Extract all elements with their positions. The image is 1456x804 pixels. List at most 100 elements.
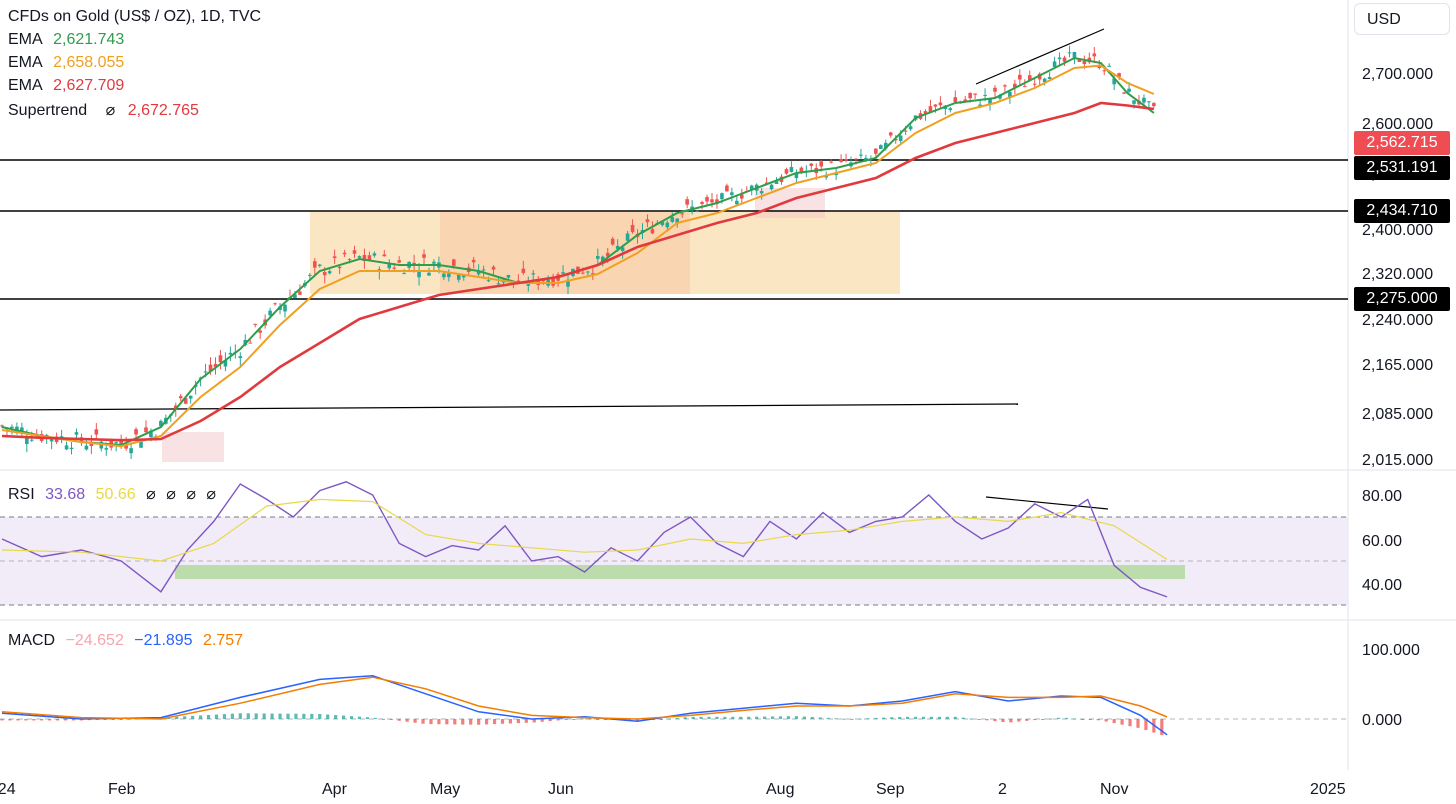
- macd-hist-bar: [1136, 719, 1140, 728]
- candle-body: [481, 269, 486, 271]
- candle-body: [824, 175, 828, 178]
- candle-body: [1032, 83, 1037, 85]
- macd-hist-bar: [302, 713, 306, 719]
- macd-hist-bar: [56, 719, 60, 721]
- macd-legend[interactable]: MACD −24.652 −21.895 2.757: [8, 632, 249, 650]
- candle-body: [720, 193, 724, 200]
- candle-body: [293, 294, 297, 299]
- macd-hist-value: −24.652: [65, 632, 124, 649]
- macd-line: [1, 676, 1168, 720]
- macd-hist-bar: [453, 719, 457, 725]
- time-tick-label: Feb: [108, 781, 136, 798]
- price-axis[interactable]: 2,700.0002,600.0002,500.0002,400.0002,32…: [1362, 66, 1433, 469]
- macd-hist-bar: [334, 715, 338, 719]
- candle-body: [1107, 65, 1111, 67]
- candle-body: [749, 185, 754, 190]
- candle-body: [1067, 52, 1072, 54]
- candle-body: [476, 270, 481, 275]
- macd-hist-bar: [222, 714, 227, 719]
- macd-hist-bar: [588, 718, 592, 720]
- macd-hist-bar: [1017, 719, 1021, 722]
- candle-body: [427, 272, 431, 276]
- rsi-label: RSI: [8, 486, 35, 503]
- level-3-value: 2,275.000: [1366, 290, 1438, 307]
- candle-body: [819, 161, 824, 167]
- candle-body: [561, 272, 565, 274]
- rsi-line: [1, 498, 1168, 562]
- candle-body: [69, 447, 74, 450]
- macd-series-lines: [1, 675, 1168, 736]
- legend-ema-slow[interactable]: EMA 2,627.709: [8, 77, 130, 95]
- candle-body: [382, 254, 387, 257]
- time-tick-label: Jun: [548, 781, 574, 798]
- macd-hist-bar: [1104, 719, 1108, 722]
- legend-supertrend[interactable]: Supertrend ⌀ 2,672.765: [8, 100, 205, 120]
- candle-body: [268, 310, 272, 316]
- range-box-1: [310, 212, 900, 294]
- macd-hist-bar: [405, 719, 409, 722]
- candle-body: [988, 98, 992, 105]
- rsi-series-lines: [1, 481, 1168, 598]
- macd-hist-bar: [63, 719, 68, 721]
- macd-hist-bar: [1072, 718, 1077, 720]
- macd-hist-bar: [715, 716, 719, 719]
- candle-body: [730, 192, 734, 195]
- price-tick-label: 2,400.000: [1362, 222, 1433, 239]
- candle-body: [447, 273, 451, 278]
- candle-body: [645, 219, 650, 223]
- macd-hist-bar: [921, 716, 926, 719]
- candle-body: [586, 271, 590, 273]
- candle-body: [1142, 97, 1146, 103]
- candle-body: [0, 425, 4, 427]
- macd-hist-bar: [929, 716, 934, 719]
- macd-hist-bar: [48, 719, 52, 721]
- candle-body: [357, 256, 362, 258]
- candle-body: [337, 266, 342, 269]
- candle-body: [1003, 85, 1007, 87]
- macd-hist-bar: [1160, 719, 1164, 736]
- macd-hist-bar: [95, 719, 99, 720]
- macd-hist-bar: [977, 719, 981, 720]
- candle-body: [1008, 92, 1012, 98]
- candle-body: [596, 256, 600, 259]
- time-tick-label: 2: [998, 781, 1007, 798]
- price-tick-label: 2,600.000: [1362, 116, 1433, 133]
- macd-hist-bar: [1112, 719, 1116, 724]
- macd-hist-bar: [270, 713, 274, 719]
- macd-hist-bar: [365, 717, 370, 719]
- candle-body: [461, 274, 466, 278]
- rsi-line: [1, 481, 1168, 598]
- candle-body: [422, 254, 426, 258]
- candle-body: [883, 142, 888, 149]
- macd-hist-bar: [397, 719, 401, 721]
- macd-hist-bar: [540, 719, 544, 722]
- candle-body: [452, 259, 456, 266]
- candle-body: [1132, 100, 1136, 104]
- time-tick-label: Aug: [766, 781, 794, 798]
- candle-body: [700, 202, 704, 204]
- legend-ema-mid[interactable]: EMA 2,658.055: [8, 54, 130, 72]
- macd-hist-bar: [516, 719, 520, 724]
- candle-body: [258, 330, 262, 333]
- macd-hist-bar: [492, 719, 497, 725]
- legend-ema-fast[interactable]: EMA 2,621.743: [8, 31, 130, 49]
- candle-body: [506, 275, 511, 278]
- time-axis[interactable]: 2024 Feb Apr May Jun Aug Sep 2 Nov 2025: [0, 781, 1346, 798]
- currency-selector[interactable]: USD: [1354, 3, 1450, 35]
- candle-body: [84, 445, 89, 450]
- candle-body: [675, 218, 680, 223]
- candle-body: [362, 254, 367, 262]
- macd-hist-bar: [580, 718, 584, 720]
- time-tick-label: Apr: [322, 781, 348, 798]
- macd-hist-bar: [572, 719, 576, 720]
- candle-body: [968, 92, 972, 99]
- candle-body: [1022, 86, 1027, 88]
- rsi-hidden-icon-2: ⌀: [166, 486, 176, 503]
- macd-hist-bar: [349, 716, 354, 719]
- macd-hist-bar: [1009, 719, 1013, 723]
- ema-line: [1, 64, 1155, 448]
- rsi-legend[interactable]: RSI 33.68 50.66 ⌀ ⌀ ⌀ ⌀: [8, 484, 222, 504]
- candle-body: [794, 173, 799, 179]
- candle-body: [888, 132, 893, 136]
